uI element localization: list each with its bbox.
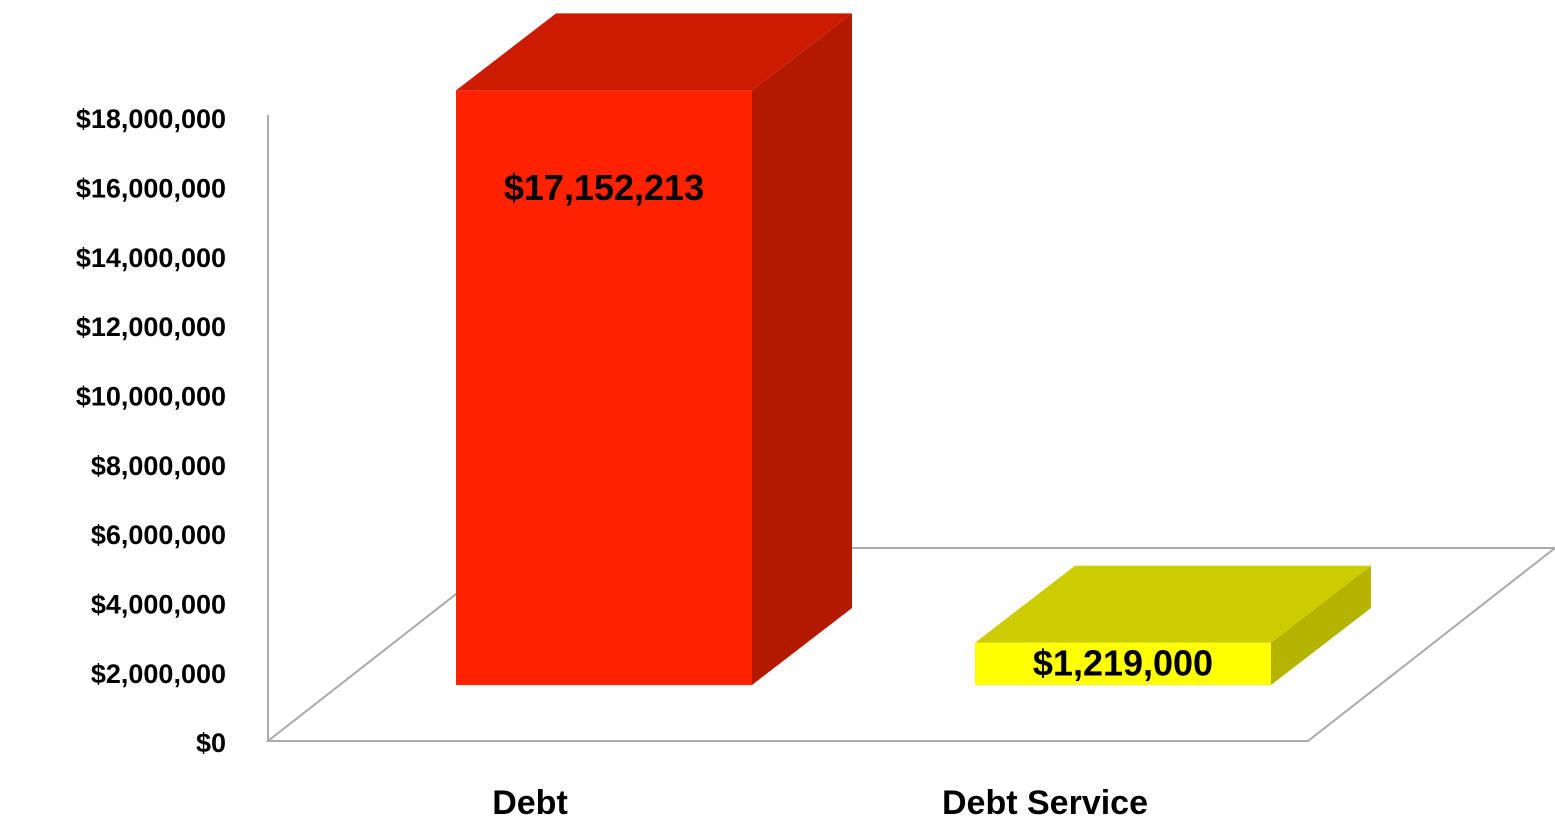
bar	[456, 13, 852, 685]
y-tick-label: $0	[196, 728, 226, 758]
x-tick-label: Debt	[492, 784, 568, 822]
bar-top	[456, 13, 852, 91]
bar-front	[975, 642, 1271, 685]
y-tick-label: $12,000,000	[76, 312, 226, 342]
data-label: $1,219,000	[1033, 642, 1213, 683]
y-tick-label: $18,000,000	[76, 104, 226, 134]
bar-side	[1271, 565, 1371, 685]
data-label: $17,152,213	[504, 167, 704, 208]
y-tick-label: $8,000,000	[91, 451, 226, 481]
y-tick-label: $2,000,000	[91, 659, 226, 689]
bar-front	[456, 90, 752, 685]
bar	[975, 565, 1371, 685]
x-tick-label: Debt Service	[942, 784, 1148, 822]
bar-side	[752, 13, 852, 685]
bar-top	[975, 565, 1371, 643]
y-tick-label: $16,000,000	[76, 173, 226, 203]
y-tick-label: $6,000,000	[91, 520, 226, 550]
y-tick-label: $4,000,000	[91, 589, 226, 619]
y-tick-label: $14,000,000	[76, 243, 226, 273]
y-tick-label: $10,000,000	[76, 381, 226, 411]
